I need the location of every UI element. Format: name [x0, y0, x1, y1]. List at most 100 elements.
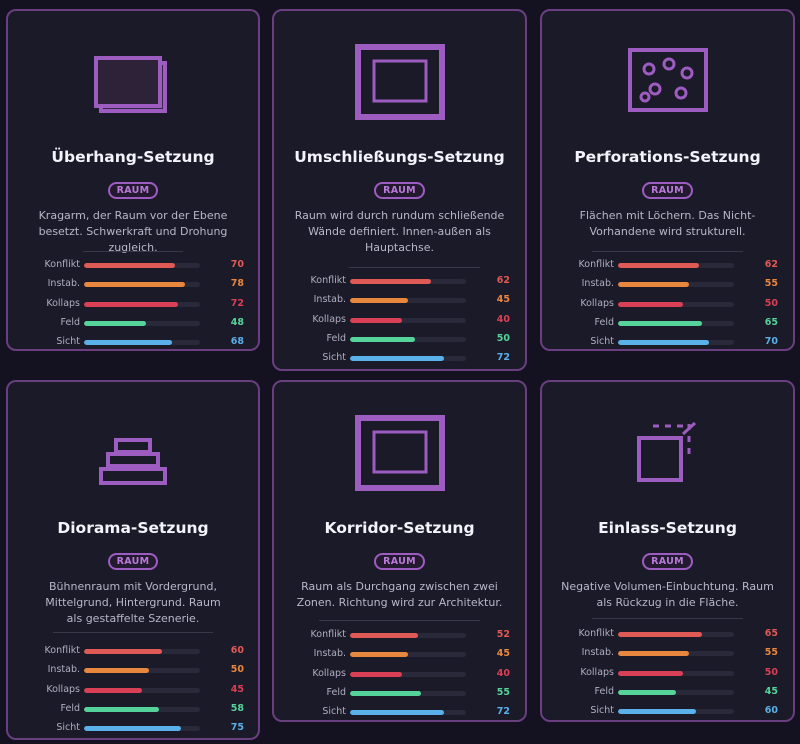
stat-bar-fill — [618, 651, 690, 657]
stat-value: 58 — [230, 702, 244, 714]
card-diorama[interactable]: Diorama-Setzung RAUM Bühnenraum mit Vord… — [6, 380, 260, 740]
stat-label: Instab. — [47, 664, 80, 676]
stat-label: Konflikt — [310, 629, 346, 640]
stat-bar-track — [618, 282, 734, 288]
stat-value: 45 — [764, 685, 778, 697]
stat-row-konflikt: Konflikt 62 — [274, 275, 525, 287]
stat-label: Feld — [594, 316, 614, 328]
stat-label: Konflikt — [44, 645, 80, 656]
stat-value: 50 — [496, 332, 510, 344]
stat-label: Sicht — [56, 722, 80, 734]
stat-bar-track — [350, 298, 466, 304]
stat-value: 55 — [764, 278, 778, 290]
category-badge: RAUM — [107, 553, 159, 570]
stat-bar-track — [618, 709, 734, 715]
stat-value: 62 — [764, 259, 778, 270]
stat-bar-track — [84, 301, 200, 307]
category-badge: RAUM — [374, 553, 425, 570]
stat-label: Feld — [326, 686, 346, 698]
stat-value: 55 — [764, 647, 778, 659]
stat-bar-track — [84, 668, 200, 674]
stat-bar-fill — [350, 652, 409, 658]
stat-label: Instab. — [313, 294, 346, 306]
stat-bar-track — [350, 690, 466, 696]
stat-bar-track — [84, 687, 200, 693]
card-korridor[interactable]: Korridor-Setzung RAUM Raum als Durchgang… — [272, 380, 527, 722]
stat-value: 52 — [496, 629, 510, 640]
stat-value: 78 — [230, 278, 244, 290]
stat-row-kollaps: Kollaps 50 — [542, 667, 793, 679]
stat-bar-fill — [618, 320, 703, 326]
stat-bar-fill — [350, 356, 444, 362]
stat-label: Konflikt — [578, 259, 614, 270]
stat-bar-fill — [84, 687, 143, 693]
stat-label: Konflikt — [310, 275, 346, 286]
stat-bar-fill — [618, 340, 709, 346]
stat-bar-track — [350, 317, 466, 323]
card-einlass[interactable]: Einlass-Setzung RAUM Negative Volumen-Ei… — [540, 380, 795, 722]
stat-bar-track — [618, 340, 734, 346]
card-title: Diorama-Setzung — [57, 519, 209, 537]
stat-row-instab: Instab. 45 — [274, 294, 525, 306]
stat-row-instab: Instab. 45 — [274, 648, 525, 660]
stat-bar-fill — [84, 649, 162, 654]
stat-value: 65 — [764, 316, 778, 328]
stat-row-kollaps: Kollaps 50 — [542, 298, 793, 310]
stat-bar-track — [618, 320, 734, 326]
stat-bar-fill — [350, 279, 431, 284]
stat-bar-track — [618, 689, 734, 695]
stat-bar-track — [84, 263, 200, 268]
stat-row-instab: Instab. 55 — [542, 278, 793, 290]
stat-label: Instab. — [47, 278, 80, 290]
stat-bar-fill — [84, 320, 147, 326]
stat-label: Instab. — [581, 647, 614, 659]
stat-value: 60 — [764, 705, 778, 717]
stat-value: 45 — [496, 648, 510, 660]
stat-row-instab: Instab. 50 — [8, 664, 258, 676]
stat-bar-track — [84, 726, 200, 732]
stat-value: 72 — [230, 297, 244, 309]
stat-row-kollaps: Kollaps 40 — [274, 668, 525, 680]
stat-value: 55 — [496, 686, 510, 698]
stat-row-sicht: Sicht 70 — [542, 336, 793, 348]
stat-bar-fill — [350, 298, 409, 304]
perforation-icon — [542, 45, 793, 115]
stat-value: 68 — [230, 336, 244, 348]
stat-bar-fill — [350, 671, 402, 677]
stat-value: 70 — [230, 259, 244, 270]
card-umschliessung[interactable]: Umschließungs-Setzung RAUM Raum wird dur… — [272, 9, 527, 371]
category-badge: RAUM — [107, 182, 159, 199]
stat-bar-fill — [350, 317, 402, 323]
stat-bar-fill — [618, 282, 690, 288]
stat-bar-fill — [84, 282, 186, 288]
divider — [53, 632, 213, 633]
stat-row-sicht: Sicht 72 — [274, 706, 525, 718]
stat-bar-track — [618, 263, 734, 268]
stat-bar-fill — [350, 633, 418, 638]
stat-bar-track — [84, 320, 200, 326]
stat-bar-track — [84, 706, 200, 712]
stat-row-konflikt: Konflikt 62 — [542, 259, 793, 271]
card-ueberhang[interactable]: Überhang-Setzung RAUM Kragarm, der Raum … — [6, 9, 260, 351]
stat-row-sicht: Sicht 72 — [274, 352, 525, 364]
stat-row-feld: Feld 45 — [542, 686, 793, 698]
stat-row-konflikt: Konflikt 70 — [8, 259, 258, 271]
stat-value: 50 — [764, 297, 778, 309]
card-description: Raum als Durchgang zwischen zwei Zonen. … — [296, 580, 503, 609]
stat-bar-track — [350, 356, 466, 362]
stat-bar-track — [618, 670, 734, 676]
stat-value: 40 — [496, 667, 510, 679]
divider — [319, 620, 480, 621]
stat-bar-track — [84, 340, 200, 346]
stat-bar-track — [350, 652, 466, 658]
stat-row-sicht: Sicht 60 — [542, 705, 793, 717]
stat-bar-track — [618, 301, 734, 307]
stat-bar-fill — [84, 706, 160, 712]
category-badge: RAUM — [642, 553, 693, 570]
stat-value: 60 — [230, 645, 244, 656]
card-perforation[interactable]: Perforations-Setzung RAUM Flächen mit Lö… — [540, 9, 795, 351]
stat-value: 75 — [230, 722, 244, 734]
category-badge: RAUM — [374, 182, 425, 199]
divider — [83, 251, 183, 252]
overhang-icon — [8, 51, 258, 123]
